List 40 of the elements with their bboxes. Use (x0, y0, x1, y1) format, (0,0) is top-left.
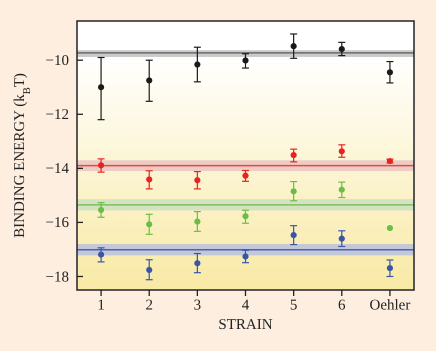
point (242, 213, 249, 220)
point (242, 57, 249, 64)
x-tick-label: 1 (97, 298, 105, 314)
y-tick-label: −18 (46, 269, 69, 286)
point (194, 260, 200, 266)
point (146, 266, 152, 274)
x-tick-label: 4 (242, 298, 250, 314)
y-tick-label: −10 (46, 53, 69, 69)
point (386, 225, 394, 232)
point (194, 61, 200, 68)
y-tick-label: −16 (46, 215, 70, 232)
point (290, 188, 297, 194)
point (338, 186, 345, 193)
y-tick-label: −14 (46, 161, 70, 178)
x-axis-title: STRAIN (218, 317, 273, 333)
point (290, 232, 297, 238)
point (242, 172, 249, 179)
point (338, 148, 345, 154)
x-tick-label: 6 (338, 298, 346, 314)
point (146, 221, 152, 228)
point (338, 236, 345, 242)
point (386, 69, 394, 76)
point (338, 46, 345, 52)
point (194, 177, 200, 184)
point (194, 218, 200, 225)
point (146, 176, 152, 183)
point (242, 253, 249, 260)
point (290, 43, 297, 50)
x-tick-label: 2 (145, 298, 153, 314)
x-tick-label: Oehler (370, 298, 410, 314)
y-tick-label: −12 (46, 107, 69, 124)
point (98, 252, 104, 258)
point (290, 152, 297, 158)
x-tick-label: 3 (194, 298, 202, 314)
point (98, 162, 104, 168)
point (146, 77, 152, 84)
point (98, 206, 104, 214)
point (98, 84, 104, 90)
point (386, 265, 394, 272)
x-tick-label: 5 (290, 298, 298, 314)
